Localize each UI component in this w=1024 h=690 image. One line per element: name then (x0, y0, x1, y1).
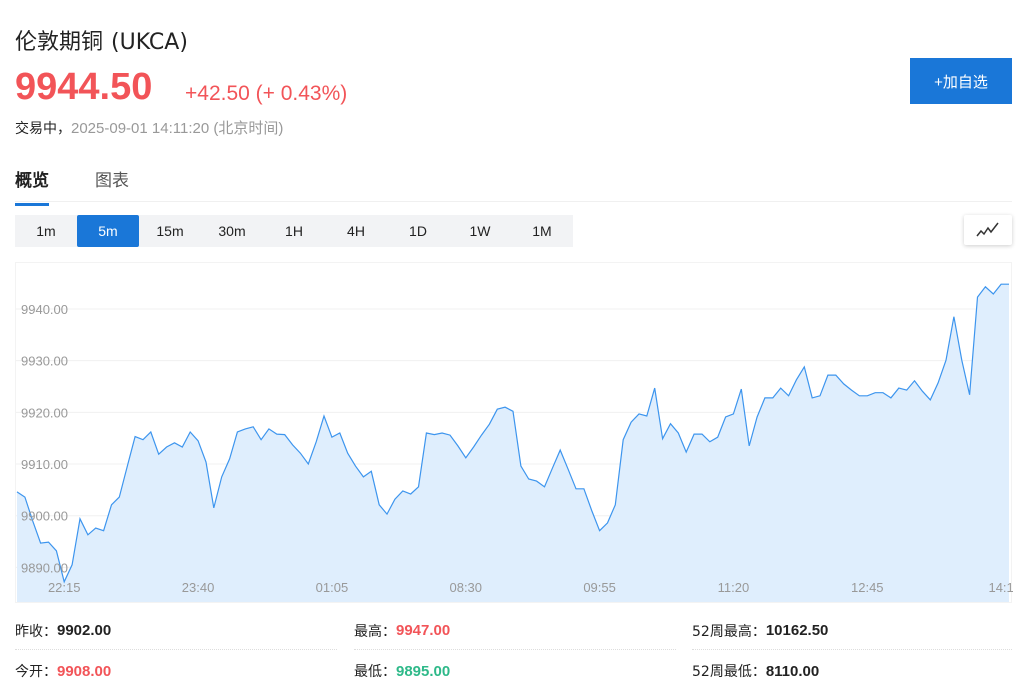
tab-bar: 概览 图表 (15, 166, 129, 206)
period-4h[interactable]: 4H (347, 223, 365, 239)
stat-label: 今开： (15, 664, 57, 680)
x-tick-label: 09:55 (583, 580, 616, 595)
chart-type-button[interactable] (964, 215, 1012, 245)
y-tick-label: 9940.00 (21, 302, 68, 317)
timestamp: 2025-09-01 14:11:20 (北京时间) (71, 120, 284, 137)
stat-label: 最高： (354, 623, 396, 640)
y-tick-label: 9930.00 (21, 354, 68, 369)
series-line (16, 283, 1009, 584)
tab-chart[interactable]: 图表 (95, 171, 129, 191)
stat-value: 9947.00 (396, 622, 451, 639)
period-selector: 1m 5m 15m 30m 1H 4H 1D 1W 1M (15, 215, 573, 247)
period-1m[interactable]: 1m (36, 223, 56, 239)
instrument-name: 伦敦期铜 (15, 30, 104, 55)
stat-open: 今开： 9908.00 (15, 652, 337, 690)
stat-prev-close: 昨收： 9902.00 (15, 612, 337, 650)
price-chart[interactable]: 9890.00 9900.00 9910.00 9920.00 9930.00 9940.… (15, 262, 1013, 603)
stat-low: 最低： 9895.00 (354, 652, 676, 690)
divider (15, 201, 1012, 202)
y-tick-label: 9900.00 (21, 509, 68, 524)
stat-value: 9895.00 (396, 662, 451, 680)
x-tick-label: 22:15 (48, 580, 81, 595)
price-change: +42.50 (+ 0.43%) (185, 82, 348, 105)
trading-status: 交易中，2025-09-01 14:11:20 (北京时间) (15, 117, 283, 138)
stat-value: 8110.00 (765, 662, 820, 680)
y-tick-label: 9890.00 (21, 560, 68, 575)
status-text: 交易中， (15, 121, 71, 137)
tab-overview[interactable]: 概览 (15, 166, 49, 206)
period-30m[interactable]: 30m (218, 223, 246, 239)
x-tick-label: 08:30 (449, 580, 482, 595)
period-1mo[interactable]: 1M (532, 223, 552, 239)
instrument-title: 伦敦期铜 (UKCA) (15, 24, 188, 56)
x-tick-label: 23:40 (182, 580, 215, 595)
stat-52w-low: 52周最低： 8110.00 (692, 652, 1014, 690)
period-1h[interactable]: 1H (285, 223, 303, 239)
stat-label: 昨收： (15, 623, 57, 640)
period-5m[interactable]: 5m (77, 215, 139, 247)
last-price: 9944.50 (15, 66, 153, 108)
stat-label: 最低： (354, 664, 396, 680)
stat-label: 52周最高： (692, 623, 766, 640)
stat-value: 9902.00 (57, 622, 112, 639)
period-1w[interactable]: 1W (469, 223, 491, 239)
line-chart-icon (976, 222, 999, 237)
x-tick-label: 14:1 (988, 580, 1013, 595)
period-15m[interactable]: 15m (156, 223, 184, 239)
stat-52w-high: 52周最高： 10162.50 (692, 612, 1012, 650)
stat-label: 52周最低： (692, 664, 766, 680)
y-tick-label: 9910.00 (21, 457, 68, 472)
x-tick-label: 11:20 (718, 580, 750, 595)
y-tick-label: 9920.00 (21, 405, 68, 420)
x-tick-label: 01:05 (316, 580, 349, 595)
instrument-code: (UKCA) (111, 30, 188, 55)
x-tick-label: 12:45 (851, 580, 884, 595)
area-fill (17, 284, 1009, 602)
stat-value: 9908.00 (57, 662, 112, 680)
stat-value: 10162.50 (765, 622, 829, 639)
chart-canvas: 9890.00 9900.00 9910.00 9920.00 9930.00 9940.… (16, 283, 1013, 602)
period-1d[interactable]: 1D (409, 223, 427, 239)
add-watchlist-button[interactable]: +加自选 (910, 58, 1012, 104)
stat-high: 最高： 9947.00 (354, 612, 676, 650)
